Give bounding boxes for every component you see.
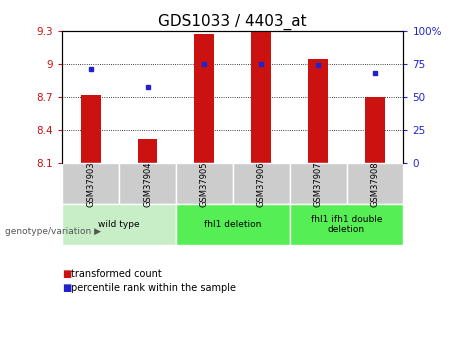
Text: ■: ■	[62, 269, 71, 279]
Title: GDS1033 / 4403_at: GDS1033 / 4403_at	[159, 13, 307, 30]
Text: transformed count: transformed count	[71, 269, 162, 279]
Text: genotype/variation ▶: genotype/variation ▶	[5, 227, 100, 236]
Bar	[347, 164, 403, 204]
Bar	[62, 204, 176, 245]
Bar	[233, 164, 290, 204]
Text: GSM37905: GSM37905	[200, 161, 209, 207]
Text: ■: ■	[62, 283, 71, 293]
Text: percentile rank within the sample: percentile rank within the sample	[71, 283, 236, 293]
Text: GSM37908: GSM37908	[371, 161, 379, 207]
Bar	[290, 164, 347, 204]
Text: wild type: wild type	[98, 220, 140, 229]
Bar	[62, 164, 119, 204]
Bar	[195, 34, 214, 164]
Bar	[290, 204, 403, 245]
Text: GSM37906: GSM37906	[257, 161, 266, 207]
Bar	[137, 139, 158, 164]
Bar	[308, 59, 328, 164]
Text: fhl1 ifh1 double
deletion: fhl1 ifh1 double deletion	[311, 215, 382, 234]
Bar	[81, 95, 100, 164]
Bar	[176, 204, 290, 245]
Bar	[365, 97, 385, 164]
Text: GSM37903: GSM37903	[86, 161, 95, 207]
Bar	[176, 164, 233, 204]
Text: fhl1 deletion: fhl1 deletion	[204, 220, 261, 229]
Bar	[251, 32, 271, 164]
Text: GSM37907: GSM37907	[313, 161, 323, 207]
Bar	[119, 164, 176, 204]
Text: GSM37904: GSM37904	[143, 161, 152, 207]
